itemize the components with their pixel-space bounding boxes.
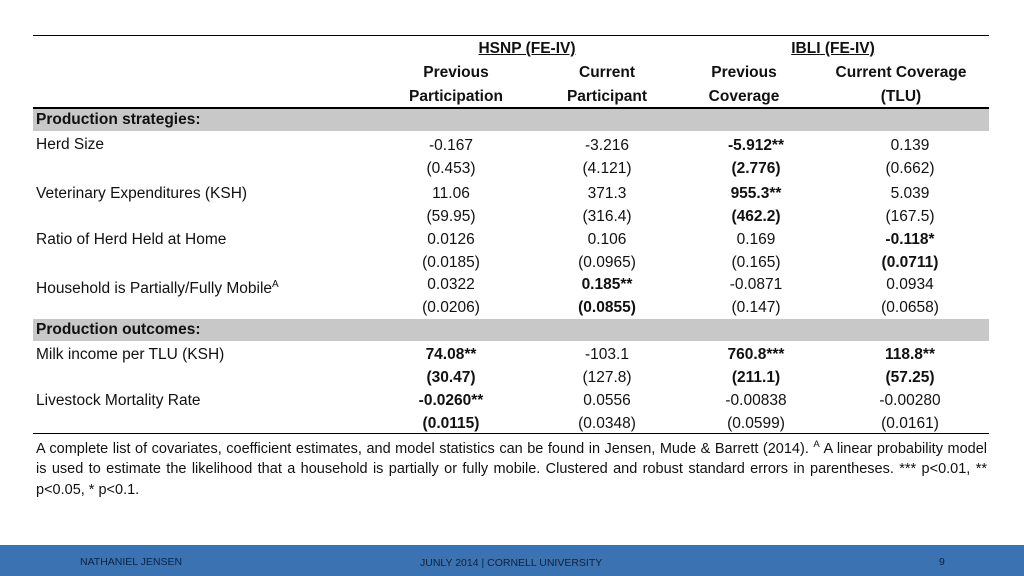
std-error-cell: (0.453)	[426, 160, 476, 177]
coefficient-cell: 0.169	[736, 231, 776, 248]
std-error-cell: (0.0185)	[422, 254, 480, 271]
std-error-cell: (167.5)	[885, 208, 935, 225]
col-header-prev-participation: Previous	[423, 64, 489, 81]
coefficient-cell: 11.06	[432, 185, 470, 202]
section-title-outcomes: Production outcomes:	[36, 321, 201, 338]
coefficient-cell: -103.1	[585, 346, 629, 363]
section-title-strategies: Production strategies:	[36, 111, 201, 128]
coefficient-cell: 760.8***	[727, 346, 785, 363]
col-header-current-coverage-2: (TLU)	[880, 88, 922, 105]
std-error-cell: (4.121)	[582, 160, 632, 177]
top-rule	[33, 35, 989, 36]
coefficient-cell: 955.3**	[730, 185, 782, 202]
footer-author: NATHANIEL JENSEN	[80, 556, 183, 568]
std-error-cell: (0.662)	[885, 160, 935, 177]
std-error-cell: (2.776)	[731, 160, 781, 177]
col-header-current-participant-2: Participant	[566, 88, 648, 105]
footer-page-number: 9	[939, 556, 945, 568]
std-error-cell: (0.0658)	[881, 299, 939, 316]
std-error-cell: (0.0348)	[578, 415, 636, 432]
footnote-sup: A	[813, 439, 820, 450]
row-label-milk-income: Milk income per TLU (KSH)	[36, 346, 225, 363]
coefficient-cell: 5.039	[890, 185, 930, 202]
bottom-rule	[33, 433, 989, 434]
std-error-cell: (462.2)	[731, 208, 781, 225]
header-rule	[33, 107, 989, 109]
coefficient-cell: -5.912**	[727, 137, 784, 154]
coefficient-cell: 0.139	[890, 137, 930, 154]
std-error-cell: (0.147)	[731, 299, 781, 316]
std-error-cell: (0.0965)	[578, 254, 636, 271]
col-header-prev-participation-2: Participation	[409, 88, 503, 105]
coefficient-cell: 371.3	[587, 185, 627, 202]
row-label-vet-expenditures: Veterinary Expenditures (KSH)	[36, 185, 248, 202]
row-label-herd-ratio: Ratio of Herd Held at Home	[36, 231, 227, 248]
coefficient-cell: 0.0322	[427, 276, 475, 293]
coefficient-cell: 74.08**	[425, 346, 477, 363]
std-error-cell: (0.0599)	[727, 415, 785, 432]
col-header-prev-coverage: Previous	[711, 64, 777, 81]
coefficient-cell: -0.00838	[725, 392, 787, 409]
section-band-outcomes	[33, 319, 989, 341]
coefficient-cell: 0.106	[587, 231, 627, 248]
coefficient-cell: 0.0556	[583, 392, 631, 409]
footnote-text-1: A complete list of covariates, coefficie…	[36, 440, 814, 457]
coefficient-cell: 0.0126	[427, 231, 475, 248]
row-label-herd-size: Herd Size	[36, 136, 105, 153]
col-header-prev-coverage-2: Coverage	[708, 88, 780, 105]
group-header-ibli: IBLI (FE-IV)	[791, 40, 875, 57]
slide-footer: NATHANIEL JENSEN JUNLY 2014 | CORNELL UN…	[0, 545, 1024, 576]
std-error-cell: (0.0161)	[881, 415, 939, 432]
coefficient-cell: -0.167	[429, 137, 473, 154]
std-error-cell: (316.4)	[582, 208, 632, 225]
coefficient-cell: -0.0260**	[418, 392, 484, 409]
coefficient-cell: 0.0934	[886, 276, 934, 293]
row-label-mortality: Livestock Mortality Rate	[36, 392, 201, 409]
section-band-strategies	[33, 109, 989, 131]
col-header-current-coverage: Current Coverage	[835, 64, 967, 81]
std-error-cell: (30.47)	[426, 369, 476, 386]
std-error-cell: (127.8)	[582, 369, 632, 386]
footer-date-institution: JUNLY 2014 | CORNELL UNIVERSITY	[420, 557, 603, 569]
std-error-cell: (0.165)	[731, 254, 781, 271]
coefficient-cell: -3.216	[585, 137, 629, 154]
std-error-cell: (59.95)	[426, 208, 476, 225]
coefficient-cell: -0.00280	[879, 392, 941, 409]
footnote-text-2: A linear probability model is used to es…	[36, 440, 987, 498]
std-error-cell: (0.0206)	[422, 299, 480, 316]
group-header-hsnp: HSNP (FE-IV)	[478, 40, 576, 57]
std-error-cell: (0.0115)	[422, 415, 480, 432]
col-header-current-participant: Current	[579, 64, 635, 81]
row-label-mobile-text: Household is Partially/Fully Mobile	[36, 280, 273, 298]
std-error-cell: (0.0711)	[881, 254, 939, 271]
std-error-cell: (0.0855)	[578, 299, 636, 316]
row-label-mobile: Household is Partially/Fully MobileA	[36, 275, 279, 299]
std-error-cell: (211.1)	[731, 369, 781, 386]
coefficient-cell: -0.0871	[729, 276, 783, 293]
row-label-mobile-sup: A	[272, 279, 279, 290]
table-footnote: A complete list of covariates, coefficie…	[36, 435, 987, 500]
coefficient-cell: 118.8**	[885, 346, 935, 363]
std-error-cell: (57.25)	[885, 369, 935, 386]
coefficient-cell: 0.185**	[581, 276, 633, 293]
coefficient-cell: -0.118*	[885, 231, 935, 248]
